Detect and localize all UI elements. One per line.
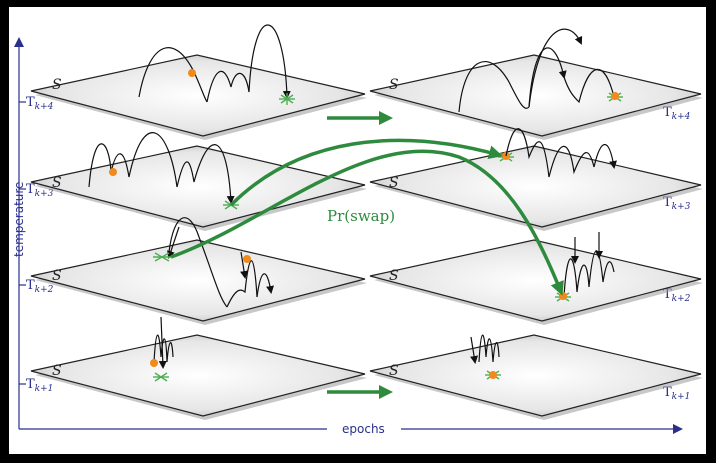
temp-label-k3-right: Tk+3 (663, 195, 691, 212)
swap-arrow-down (170, 149, 564, 296)
swap-probability-label: Pr(swap) (327, 207, 395, 225)
svg-text:S: S (52, 77, 62, 93)
particle (243, 255, 251, 263)
trajectory (138, 47, 208, 103)
svg-text:S: S (389, 175, 399, 191)
particle (188, 69, 196, 77)
plane-k4-right: S (369, 54, 703, 140)
plane-k2-right: S (369, 239, 703, 325)
parallel-tempering-diagram: epochs temperature Tk+4 Tk+3 Tk+2 Tk+1 T… (12, 24, 703, 436)
svg-text:S: S (389, 77, 399, 93)
plane-k2-left: S (30, 239, 367, 325)
svg-text:S: S (52, 268, 62, 284)
temp-label-k2-right: Tk+2 (663, 287, 691, 304)
svg-text:S: S (389, 363, 399, 379)
temp-label-k2-left: Tk+2 (26, 278, 54, 295)
temp-label-k3-left: Tk+3 (26, 182, 54, 199)
plane-k1-right: S (369, 334, 703, 420)
plane-k3-right: S (369, 145, 703, 231)
temperature-label: temperature (12, 182, 26, 257)
minimum-marker (279, 93, 295, 105)
plane-k3-left: S (30, 145, 367, 231)
swap-arrow-up (229, 138, 503, 207)
temp-label-k4-right: Tk+4 (663, 105, 691, 122)
svg-text:S: S (52, 175, 62, 191)
svg-text:S: S (389, 268, 399, 284)
particle (489, 371, 497, 379)
temp-label-k1-left: Tk+1 (26, 377, 53, 394)
temp-label-k4-left: Tk+4 (26, 95, 54, 112)
particle (611, 92, 619, 100)
particle (150, 359, 158, 367)
epochs-label: epochs (342, 422, 385, 436)
plane-k1-left: S (30, 334, 367, 420)
temp-label-k1-right: Tk+1 (663, 385, 690, 402)
particle (559, 292, 567, 300)
plane-k4-left: S (30, 54, 367, 140)
particle (109, 168, 117, 176)
diagram-frame: epochs temperature Tk+4 Tk+3 Tk+2 Tk+1 T… (9, 7, 706, 454)
svg-text:S: S (52, 363, 62, 379)
